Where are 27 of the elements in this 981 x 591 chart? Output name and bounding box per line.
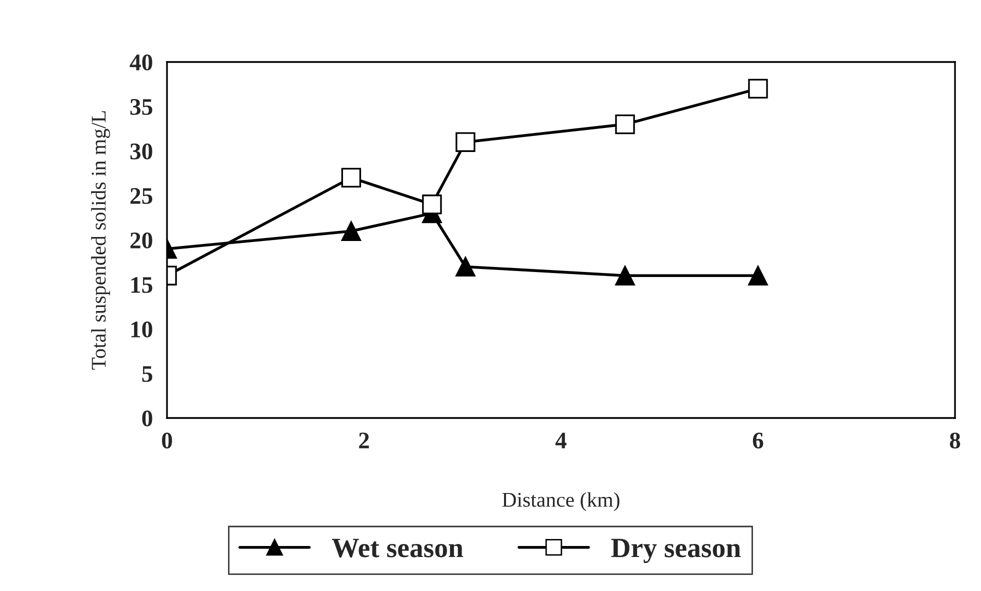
y-tick-label: 15: [131, 277, 152, 293]
y-tick-label: 5: [142, 366, 152, 382]
y-tick-label: 10: [131, 321, 152, 338]
point: [456, 256, 476, 277]
x-tick-label: 4: [555, 432, 566, 448]
y-tick-label: 25: [130, 188, 152, 204]
x-tick-label: 0: [162, 432, 172, 449]
x-axis-title: Distance (km): [502, 492, 620, 512]
y-tick-label: 40: [130, 54, 152, 70]
y-tick-label: 30: [130, 143, 152, 160]
y-tick-label: 20: [130, 232, 152, 248]
y-tick-label: 35: [130, 99, 152, 115]
point: [748, 78, 768, 99]
point: [615, 266, 635, 286]
point: [748, 266, 768, 286]
y-tick-label: 0: [142, 410, 152, 426]
point: [615, 114, 635, 134]
legend-label: Wet season: [332, 538, 464, 558]
y-axis-title: Total suspended solids in mg/L: [91, 111, 110, 370]
point: [456, 132, 476, 152]
point: [341, 168, 362, 188]
x-tick-label: 6: [752, 432, 764, 449]
x-tick-label: 2: [359, 432, 369, 448]
point: [341, 221, 362, 241]
point: [422, 194, 442, 214]
legend-label: Dry season: [611, 538, 741, 564]
x-tick-label: 8: [950, 432, 960, 449]
